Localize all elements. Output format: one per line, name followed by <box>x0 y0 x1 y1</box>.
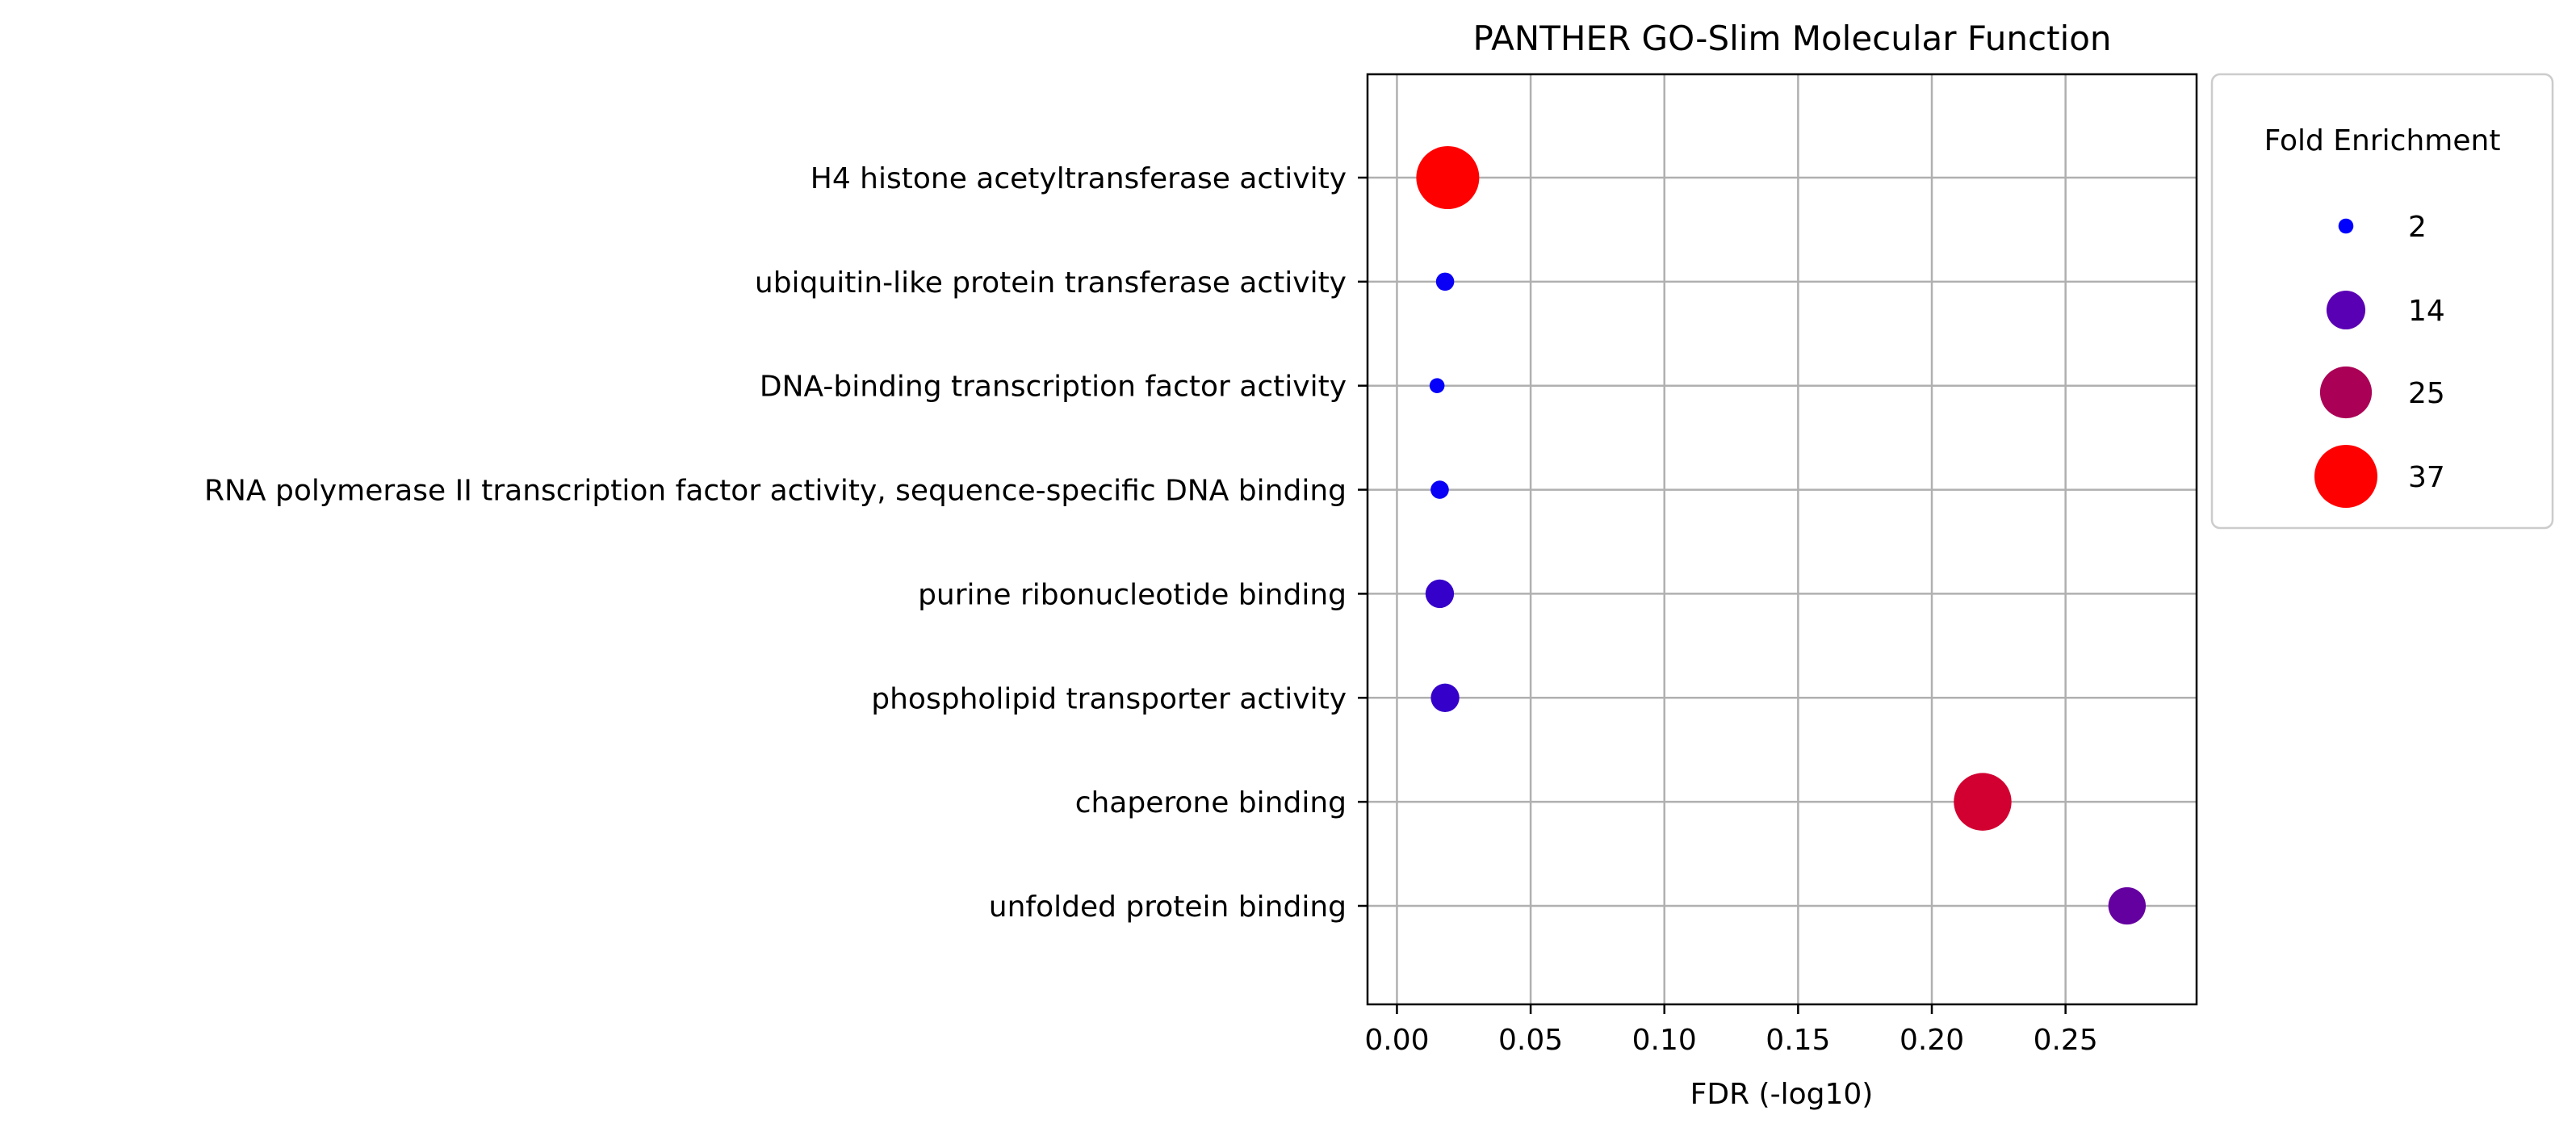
y-tick-label: DNA-binding transcription factor activit… <box>760 371 1347 404</box>
x-tick-label: 0.00 <box>1364 1024 1429 1057</box>
y-tick-label: phospholipid transporter activity <box>871 682 1347 715</box>
legend-label: 25 <box>2408 377 2445 410</box>
chart-title: PANTHER GO-Slim Molecular Function <box>1472 19 2111 58</box>
legend-entries: 2 14 25 37 <box>2314 211 2445 509</box>
y-tick-label: H4 histone acetyltransferase activity <box>810 162 1347 195</box>
data-point <box>1954 773 2012 831</box>
points-layer <box>1416 145 2147 925</box>
data-point <box>1416 145 1480 210</box>
y-tick-label: purine ribonucleotide binding <box>918 578 1347 611</box>
data-point <box>1430 683 1460 712</box>
legend-title: Fold Enrichment <box>2264 124 2501 157</box>
data-point <box>2108 886 2147 925</box>
x-tick-label: 0.10 <box>1632 1024 1697 1057</box>
legend-marker <box>2319 366 2373 419</box>
legend-marker <box>2338 218 2354 234</box>
legend-label: 14 <box>2408 295 2445 328</box>
y-tick-label: chaperone binding <box>1075 786 1347 819</box>
x-tick-label: 0.15 <box>1766 1024 1830 1057</box>
data-point <box>1429 378 1445 394</box>
grid-layer <box>1368 74 2197 1004</box>
legend-marker <box>2326 290 2366 330</box>
data-point <box>1435 272 1455 291</box>
legend-frame <box>2210 73 2554 530</box>
data-point <box>1425 579 1455 609</box>
y-tick-label: ubiquitin-like protein transferase activ… <box>755 266 1347 300</box>
legend: Fold Enrichment 2 14 25 37 <box>2210 73 2554 530</box>
x-tick-label: 0.25 <box>2034 1024 2098 1057</box>
legend-marker <box>2314 444 2378 509</box>
x-tick-label: 0.05 <box>1498 1024 1563 1057</box>
x-tick-label: 0.20 <box>1900 1024 1964 1057</box>
plot-frame <box>1366 73 2198 1006</box>
data-point <box>1430 480 1449 499</box>
y-axis: H4 histone acetyltransferase activity ubi… <box>204 162 1368 924</box>
x-axis: 0.00 0.05 0.10 0.15 0.20 0.25 <box>1364 1004 2098 1057</box>
y-tick-label: RNA polymerase II transcription factor a… <box>204 475 1347 508</box>
y-tick-label: unfolded protein binding <box>989 891 1347 924</box>
legend-label: 37 <box>2408 461 2445 494</box>
legend-label: 2 <box>2408 211 2427 244</box>
x-axis-label: FDR (-log10) <box>1690 1078 1874 1111</box>
